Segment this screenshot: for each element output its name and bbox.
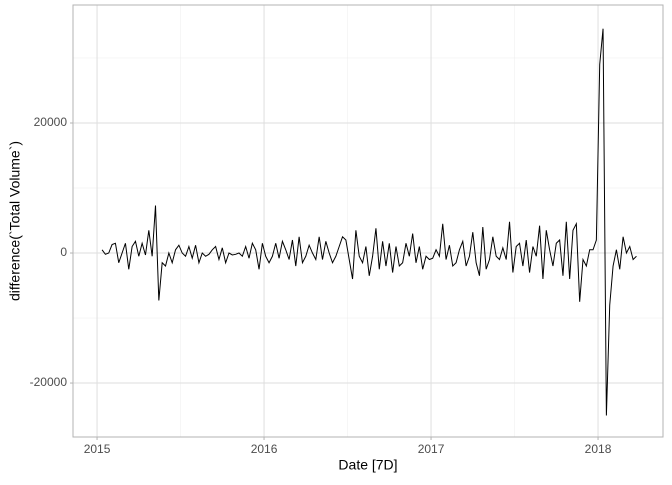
- x-tick-label: 2017: [418, 442, 445, 456]
- x-tick-label: 2016: [251, 442, 278, 456]
- y-axis-title: difference(`Total Volume`): [7, 141, 23, 301]
- x-tick-label: 2018: [585, 442, 612, 456]
- y-tick-label: 20000: [34, 115, 68, 129]
- panel-border: [72, 4, 664, 438]
- x-axis-title: Date [7D]: [338, 457, 397, 473]
- y-tick-label: -20000: [30, 375, 68, 389]
- x-tick-label: 2015: [84, 442, 111, 456]
- y-tick-label: 0: [60, 245, 67, 259]
- line: [101, 28, 637, 416]
